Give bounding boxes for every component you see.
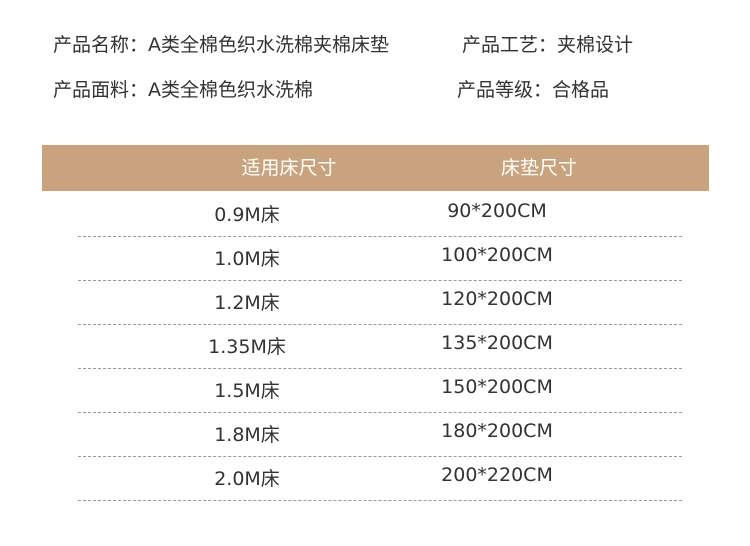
table-cell: 200*220CM [441,464,553,486]
info-label: 产品等级： [457,79,553,101]
info-item: 产品工艺：夹棉设计 [462,30,633,57]
table-row: 0.9M床 90*200CM [78,192,682,237]
info-value: 合格品 [552,79,610,101]
table-row: 1.2M床 120*200CM [78,280,682,325]
table-cell: 0.9M床 [214,204,280,226]
table-cell: 90*200CM [447,200,547,222]
table-cell: 180*200CM [441,420,553,442]
table-cell: 1.8M床 [214,424,280,446]
table-cell: 1.35M床 [208,336,286,358]
table-cell: 1.2M床 [214,292,280,314]
table-cell: 1.0M床 [214,248,280,270]
table-cell: 1.5M床 [214,380,280,402]
table-row: 1.8M床 180*200CM [78,412,682,457]
table-cell: 2.0M床 [214,468,280,490]
info-label: 产品名称： [53,34,149,56]
table-header: 适用床尺寸 床垫尺寸 [42,145,709,191]
table-cell: 100*200CM [441,244,553,266]
table-cell: 120*200CM [441,288,553,310]
info-label: 产品面料： [53,79,149,101]
table-row: 1.0M床 100*200CM [78,236,682,281]
header-cell: 适用床尺寸 [241,157,337,179]
info-value: A类全棉色织水洗棉夹棉床垫 [148,34,390,56]
table-row: 1.5M床 150*200CM [78,368,682,413]
info-item: 产品名称：A类全棉色织水洗棉夹棉床垫 [53,30,389,57]
info-value: 夹棉设计 [557,34,634,56]
table-cell: 150*200CM [441,376,553,398]
info-item: 产品等级：合格品 [457,75,609,102]
info-label: 产品工艺： [462,34,558,56]
table-row: 1.35M床 135*200CM [78,324,682,369]
info-value: A类全棉色织水洗棉 [148,79,314,101]
table-row: 2.0M床 200*220CM [78,456,682,501]
info-item: 产品面料：A类全棉色织水洗棉 [53,75,313,102]
table-cell: 135*200CM [441,332,553,354]
header-cell: 床垫尺寸 [500,157,577,179]
